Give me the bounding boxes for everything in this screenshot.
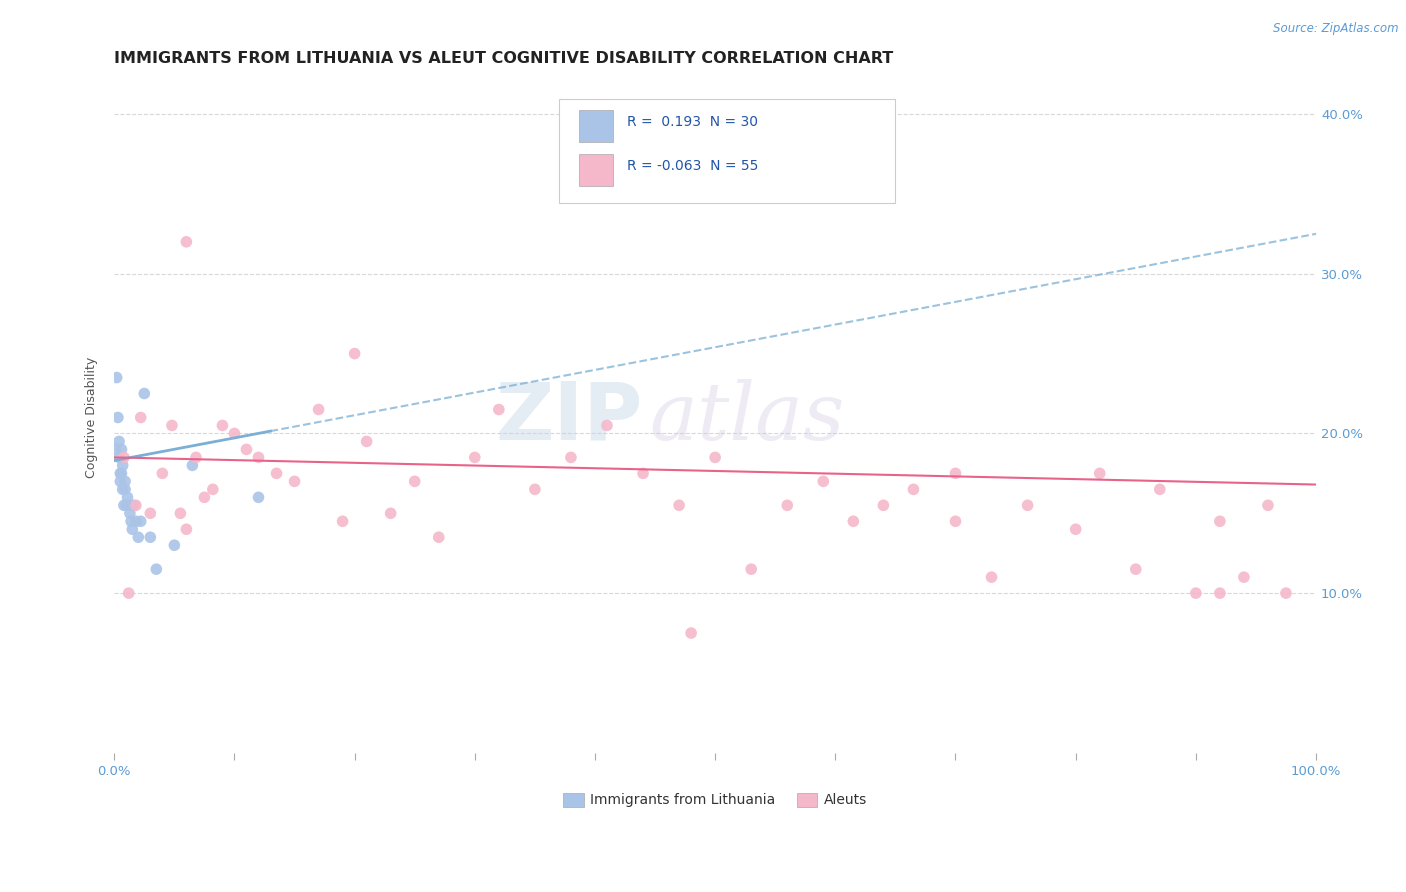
Point (1185, 586, 1208, 600)
Point (117, 491, 139, 505)
Point (776, 498, 799, 512)
Point (118, 506, 141, 520)
Text: IMMIGRANTS FROM LITHUANIA VS ALEUT COGNITIVE DISABILITY CORRELATION CHART: IMMIGRANTS FROM LITHUANIA VS ALEUT COGNI… (114, 51, 894, 66)
Point (1088, 467, 1111, 481)
Point (356, 434, 378, 449)
Point (129, 514, 152, 528)
Point (1017, 498, 1039, 512)
Point (980, 570, 1002, 584)
Point (176, 235, 198, 249)
Point (560, 450, 582, 465)
Point (1064, 522, 1087, 536)
Point (1233, 570, 1256, 584)
Point (427, 530, 450, 544)
Point (523, 483, 546, 497)
Point (224, 426, 246, 441)
Point (176, 522, 198, 536)
Point (681, 626, 703, 640)
Point (813, 475, 835, 489)
Point (842, 514, 865, 528)
Text: atlas: atlas (650, 379, 845, 456)
Point (122, 498, 145, 512)
Point (247, 450, 270, 465)
Point (107, 410, 129, 425)
Point (488, 402, 510, 417)
Point (201, 483, 224, 497)
Point (112, 450, 135, 465)
Point (134, 386, 156, 401)
Point (740, 562, 762, 576)
Point (115, 498, 138, 512)
Point (668, 498, 690, 512)
Point (631, 467, 654, 481)
Point (872, 498, 894, 512)
Y-axis label: Cognitive Disability: Cognitive Disability (86, 357, 98, 478)
Point (121, 522, 143, 536)
Point (1209, 586, 1232, 600)
Point (193, 491, 215, 505)
Point (120, 514, 142, 528)
Point (110, 467, 132, 481)
Point (104, 442, 127, 457)
Text: ZIP: ZIP (496, 378, 643, 457)
Point (704, 450, 727, 465)
Point (108, 434, 131, 449)
Point (1209, 514, 1232, 528)
Point (139, 530, 162, 544)
Legend: Immigrants from Lithuania, Aleuts: Immigrants from Lithuania, Aleuts (557, 787, 873, 813)
FancyBboxPatch shape (579, 154, 613, 186)
Point (1149, 483, 1171, 497)
Point (163, 538, 186, 552)
Point (129, 410, 152, 425)
Point (110, 475, 132, 489)
Text: Source: ZipAtlas.com: Source: ZipAtlas.com (1274, 22, 1399, 36)
Point (404, 475, 426, 489)
Point (1275, 586, 1298, 600)
Text: R =  0.193  N = 30: R = 0.193 N = 30 (627, 115, 758, 129)
Point (118, 498, 141, 512)
Point (114, 475, 136, 489)
Point (111, 483, 134, 497)
Point (1257, 498, 1279, 512)
Point (125, 498, 148, 512)
Point (114, 483, 136, 497)
Point (111, 458, 134, 473)
Point (903, 483, 925, 497)
Point (127, 530, 149, 544)
Point (181, 458, 204, 473)
Point (160, 418, 183, 433)
Point (184, 450, 207, 465)
Point (118, 586, 141, 600)
Point (1125, 562, 1147, 576)
Point (247, 491, 270, 505)
Point (464, 450, 486, 465)
Point (125, 514, 148, 528)
Point (169, 506, 191, 520)
Point (945, 514, 967, 528)
FancyBboxPatch shape (560, 99, 896, 202)
Point (283, 475, 305, 489)
Point (266, 467, 288, 481)
Point (308, 402, 330, 417)
Point (945, 467, 967, 481)
Point (235, 442, 257, 457)
Point (145, 562, 167, 576)
Point (332, 514, 354, 528)
Point (150, 467, 173, 481)
Point (211, 418, 233, 433)
Point (110, 467, 132, 481)
FancyBboxPatch shape (579, 111, 613, 143)
Point (596, 418, 619, 433)
Point (380, 506, 402, 520)
Point (110, 442, 132, 457)
Text: R = -0.063  N = 55: R = -0.063 N = 55 (627, 159, 759, 173)
Point (105, 370, 128, 384)
Point (112, 498, 135, 512)
Point (139, 506, 162, 520)
Point (108, 450, 131, 465)
Point (343, 346, 366, 360)
